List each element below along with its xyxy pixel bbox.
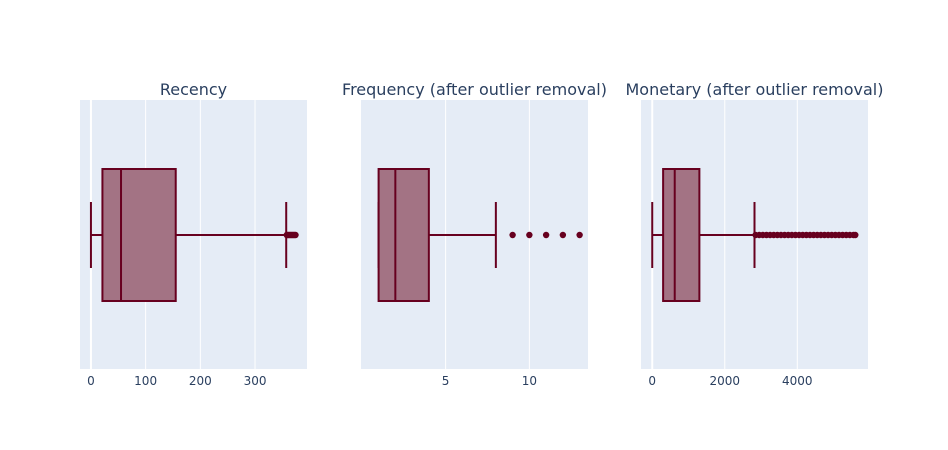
x-tick-label: 0 — [87, 374, 95, 388]
x-tick-label: 200 — [189, 374, 212, 388]
iqr-box — [662, 168, 701, 302]
x-tick-label: 5 — [442, 374, 450, 388]
iqr-box — [377, 168, 430, 302]
subplot-3: 0 2000 4000 Monetary (after outlier removal… — [626, 80, 884, 388]
subplot-title: Frequency (after outlier removal) — [342, 80, 607, 99]
outlier-point — [559, 231, 567, 239]
x-tick-label: 300 — [244, 374, 267, 388]
iqr-box — [101, 168, 177, 302]
x-tick-label: 4000 — [782, 374, 813, 388]
outlier-point — [576, 231, 583, 239]
subplot-title: Recency — [160, 80, 227, 99]
outlier-point — [542, 231, 550, 239]
outlier-point — [526, 231, 533, 239]
outlier-point — [509, 231, 516, 239]
subplot-2: 5 10 Frequency (after outlier removal) — [342, 80, 607, 388]
x-tick-label: 2000 — [709, 374, 740, 388]
outlier-point — [292, 231, 299, 239]
x-tick-label: 10 — [522, 374, 537, 388]
x-tick-label: 100 — [134, 374, 157, 388]
outlier-point — [852, 231, 859, 239]
subplot-1: 0 100 200 300 Recency — [80, 80, 307, 388]
subplot-title: Monetary (after outlier removal) — [626, 80, 884, 99]
x-tick-label: 0 — [648, 374, 656, 388]
